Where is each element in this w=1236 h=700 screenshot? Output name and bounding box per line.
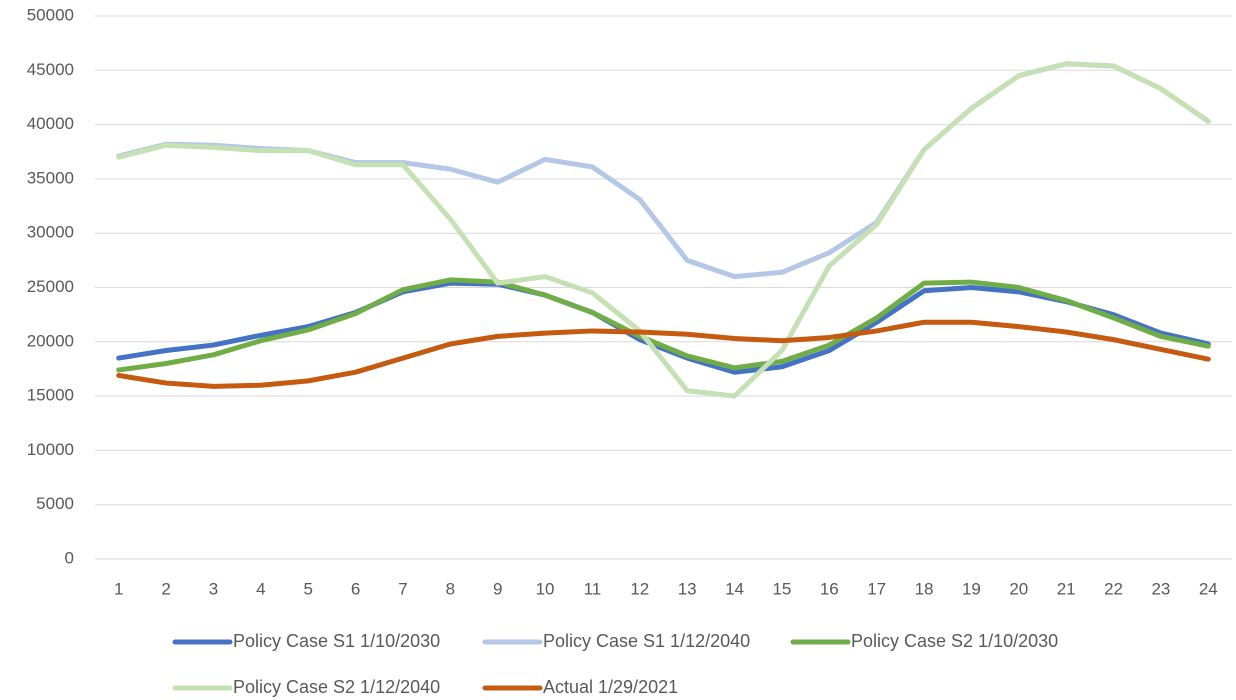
series-line bbox=[116, 319, 1211, 389]
series-line bbox=[116, 61, 1211, 399]
x-tick-label: 23 bbox=[1151, 579, 1170, 598]
legend-label: Policy Case S1 1/10/2030 bbox=[233, 631, 440, 651]
legend-label: Policy Case S2 1/10/2030 bbox=[851, 631, 1058, 651]
x-tick-label: 19 bbox=[962, 579, 981, 598]
x-tick-label: 9 bbox=[493, 579, 502, 598]
x-tick-label: 14 bbox=[725, 579, 744, 598]
y-tick-label: 20000 bbox=[27, 331, 74, 350]
x-tick-label: 22 bbox=[1104, 579, 1123, 598]
x-tick-label: 20 bbox=[1009, 579, 1028, 598]
x-tick-label: 16 bbox=[820, 579, 839, 598]
legend-label: Actual 1/29/2021 bbox=[543, 677, 678, 697]
x-tick-label: 15 bbox=[772, 579, 791, 598]
y-tick-label: 5000 bbox=[36, 494, 74, 513]
y-tick-label: 10000 bbox=[27, 440, 74, 459]
y-tick-label: 25000 bbox=[27, 277, 74, 296]
x-tick-label: 17 bbox=[867, 579, 886, 598]
y-tick-label: 15000 bbox=[27, 386, 74, 405]
x-tick-label: 5 bbox=[303, 579, 312, 598]
series-line bbox=[116, 280, 1211, 375]
y-tick-label: 45000 bbox=[27, 60, 74, 79]
x-tick-label: 6 bbox=[351, 579, 360, 598]
x-tick-label: 10 bbox=[536, 579, 555, 598]
x-tick-label: 2 bbox=[161, 579, 170, 598]
x-tick-label: 4 bbox=[256, 579, 265, 598]
y-tick-label: 35000 bbox=[27, 168, 74, 187]
x-tick-label: 8 bbox=[446, 579, 455, 598]
y-tick-label: 30000 bbox=[27, 223, 74, 242]
x-tick-label: 21 bbox=[1057, 579, 1076, 598]
y-tick-label: 40000 bbox=[27, 114, 74, 133]
x-tick-label: 18 bbox=[915, 579, 934, 598]
x-tick-label: 11 bbox=[584, 579, 602, 598]
x-tick-label: 3 bbox=[209, 579, 218, 598]
series-line bbox=[116, 277, 1211, 373]
x-tick-label: 1 bbox=[114, 579, 123, 598]
legend-label: Policy Case S2 1/12/2040 bbox=[233, 677, 440, 697]
y-tick-label: 0 bbox=[65, 548, 74, 567]
y-tick-label: 50000 bbox=[27, 5, 74, 24]
x-tick-label: 7 bbox=[398, 579, 407, 598]
x-tick-label: 13 bbox=[678, 579, 697, 598]
x-tick-label: 12 bbox=[630, 579, 649, 598]
x-tick-label: 24 bbox=[1199, 579, 1218, 598]
series-line bbox=[116, 61, 1211, 280]
legend-label: Policy Case S1 1/12/2040 bbox=[543, 631, 750, 651]
